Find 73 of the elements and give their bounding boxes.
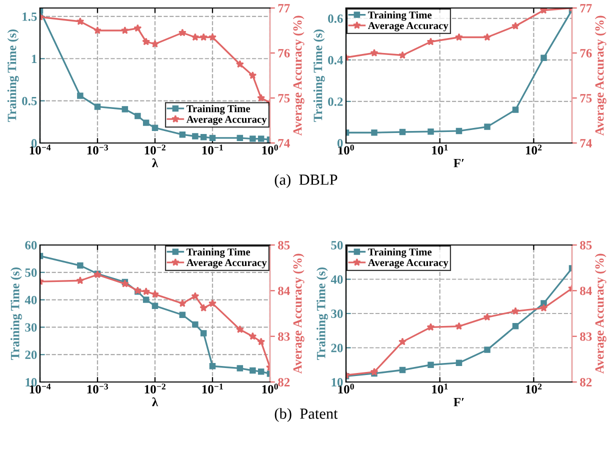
x-tick-label: 10$^{1}$	[432, 384, 448, 394]
y2-tick-label: 83	[580, 332, 592, 341]
x-tick-label: 10$^{−2}$	[144, 384, 166, 394]
x-axis-title: F′	[454, 398, 464, 406]
y-tick-label: 0	[337, 139, 343, 148]
y-tick-label: 60	[25, 241, 37, 250]
legend-label: Training Time	[186, 248, 250, 258]
x-axis-title: λ	[152, 397, 158, 406]
y-tick-label: 30	[25, 323, 37, 332]
y-tick-label: 20	[25, 350, 37, 360]
x-axis-title: λ	[152, 158, 158, 168]
legend-label: Average Accuracy	[368, 259, 448, 268]
x-tick-label: 10$^{2}$	[526, 144, 542, 155]
y-tick-label: 0.5	[22, 96, 37, 106]
y2-axis-title: Average Accuracy (%)	[594, 16, 606, 136]
y-axis-title: Training Time (s)	[316, 268, 328, 360]
x-tick-label: 10$^{−4}$	[30, 144, 51, 154]
legend-label: Average Accuracy	[368, 22, 448, 32]
y2-tick-label: 75	[580, 94, 592, 102]
y-tick-label: 1.5	[22, 12, 37, 21]
y-tick-label: 0.6	[328, 14, 343, 23]
y2-tick-label: 75	[278, 94, 290, 102]
y-tick-label: 0	[31, 139, 37, 148]
x-tick-label: 10$^{0}$	[262, 384, 278, 394]
x-tick-label: 10$^{0}$	[338, 384, 354, 394]
x-tick-label: 10$^{−1}$	[202, 144, 223, 154]
x-tick-label: 10$^{−3}$	[87, 144, 108, 155]
y2-tick-label: 84	[278, 286, 290, 296]
legend-label: Training Time	[368, 248, 432, 258]
y-axis-title: Training Time (s)	[313, 30, 325, 122]
y2-tick-label: 82	[278, 378, 290, 386]
x-tick-label: 10$^{−1}$	[202, 384, 223, 394]
legend-label: Average Accuracy	[186, 259, 267, 268]
x-tick-label: 10$^{2}$	[526, 384, 542, 394]
y2-tick-label: 85	[278, 241, 290, 250]
y2-tick-label: 76	[278, 49, 290, 58]
y2-tick-label: 74	[580, 139, 592, 148]
legend-label: Average Accuracy	[186, 116, 267, 126]
y-tick-label: 0.4	[328, 56, 343, 64]
x-axis-title: F′	[454, 158, 464, 168]
y2-tick-label: 77	[580, 4, 592, 12]
y-tick-label: 0.2	[328, 97, 343, 106]
y2-tick-label: 74	[278, 139, 290, 148]
x-tick-label: 10$^{−3}$	[87, 384, 108, 394]
legend-label: Training Time	[368, 11, 432, 21]
y-tick-label: 10	[332, 378, 343, 386]
x-tick-label: 10$^{−4}$	[30, 384, 51, 394]
y2-axis-title: Average Accuracy (%)	[292, 254, 304, 374]
y-tick-label: 40	[24, 296, 37, 304]
y-tick-label: 50	[331, 241, 343, 250]
y2-tick-label: 85	[580, 241, 592, 250]
y2-tick-label: 83	[278, 332, 290, 341]
y-axis-title: Training Time (s)	[7, 30, 19, 122]
x-tick-label: 10$^{1}$	[432, 144, 448, 154]
x-tick-label: 10$^{−2}$	[144, 144, 166, 155]
y-tick-label: 10	[26, 378, 37, 386]
y-tick-label: 20	[331, 344, 343, 352]
x-tick-label: 10$^{0}$	[338, 144, 354, 155]
x-tick-label: 10$^{0}$	[262, 144, 278, 155]
text: (a) DBLP	[274, 174, 338, 188]
legend-label: Training Time	[186, 104, 250, 114]
y2-axis-title: Average Accuracy (%)	[292, 16, 304, 136]
y-tick-label: 40	[330, 275, 343, 284]
text: (b) Patent	[274, 408, 338, 422]
y-tick-label: 1	[32, 54, 37, 63]
y2-tick-label: 76	[580, 49, 592, 58]
y2-tick-label: 77	[278, 4, 290, 12]
y2-tick-label: 84	[580, 286, 592, 296]
y-tick-label: 30	[331, 310, 343, 318]
y-axis-title: Training Time (s)	[10, 268, 22, 360]
y2-axis-title: Average Accuracy (%)	[594, 254, 606, 374]
y2-tick-label: 82	[580, 378, 592, 386]
y-tick-label: 50	[25, 268, 37, 277]
